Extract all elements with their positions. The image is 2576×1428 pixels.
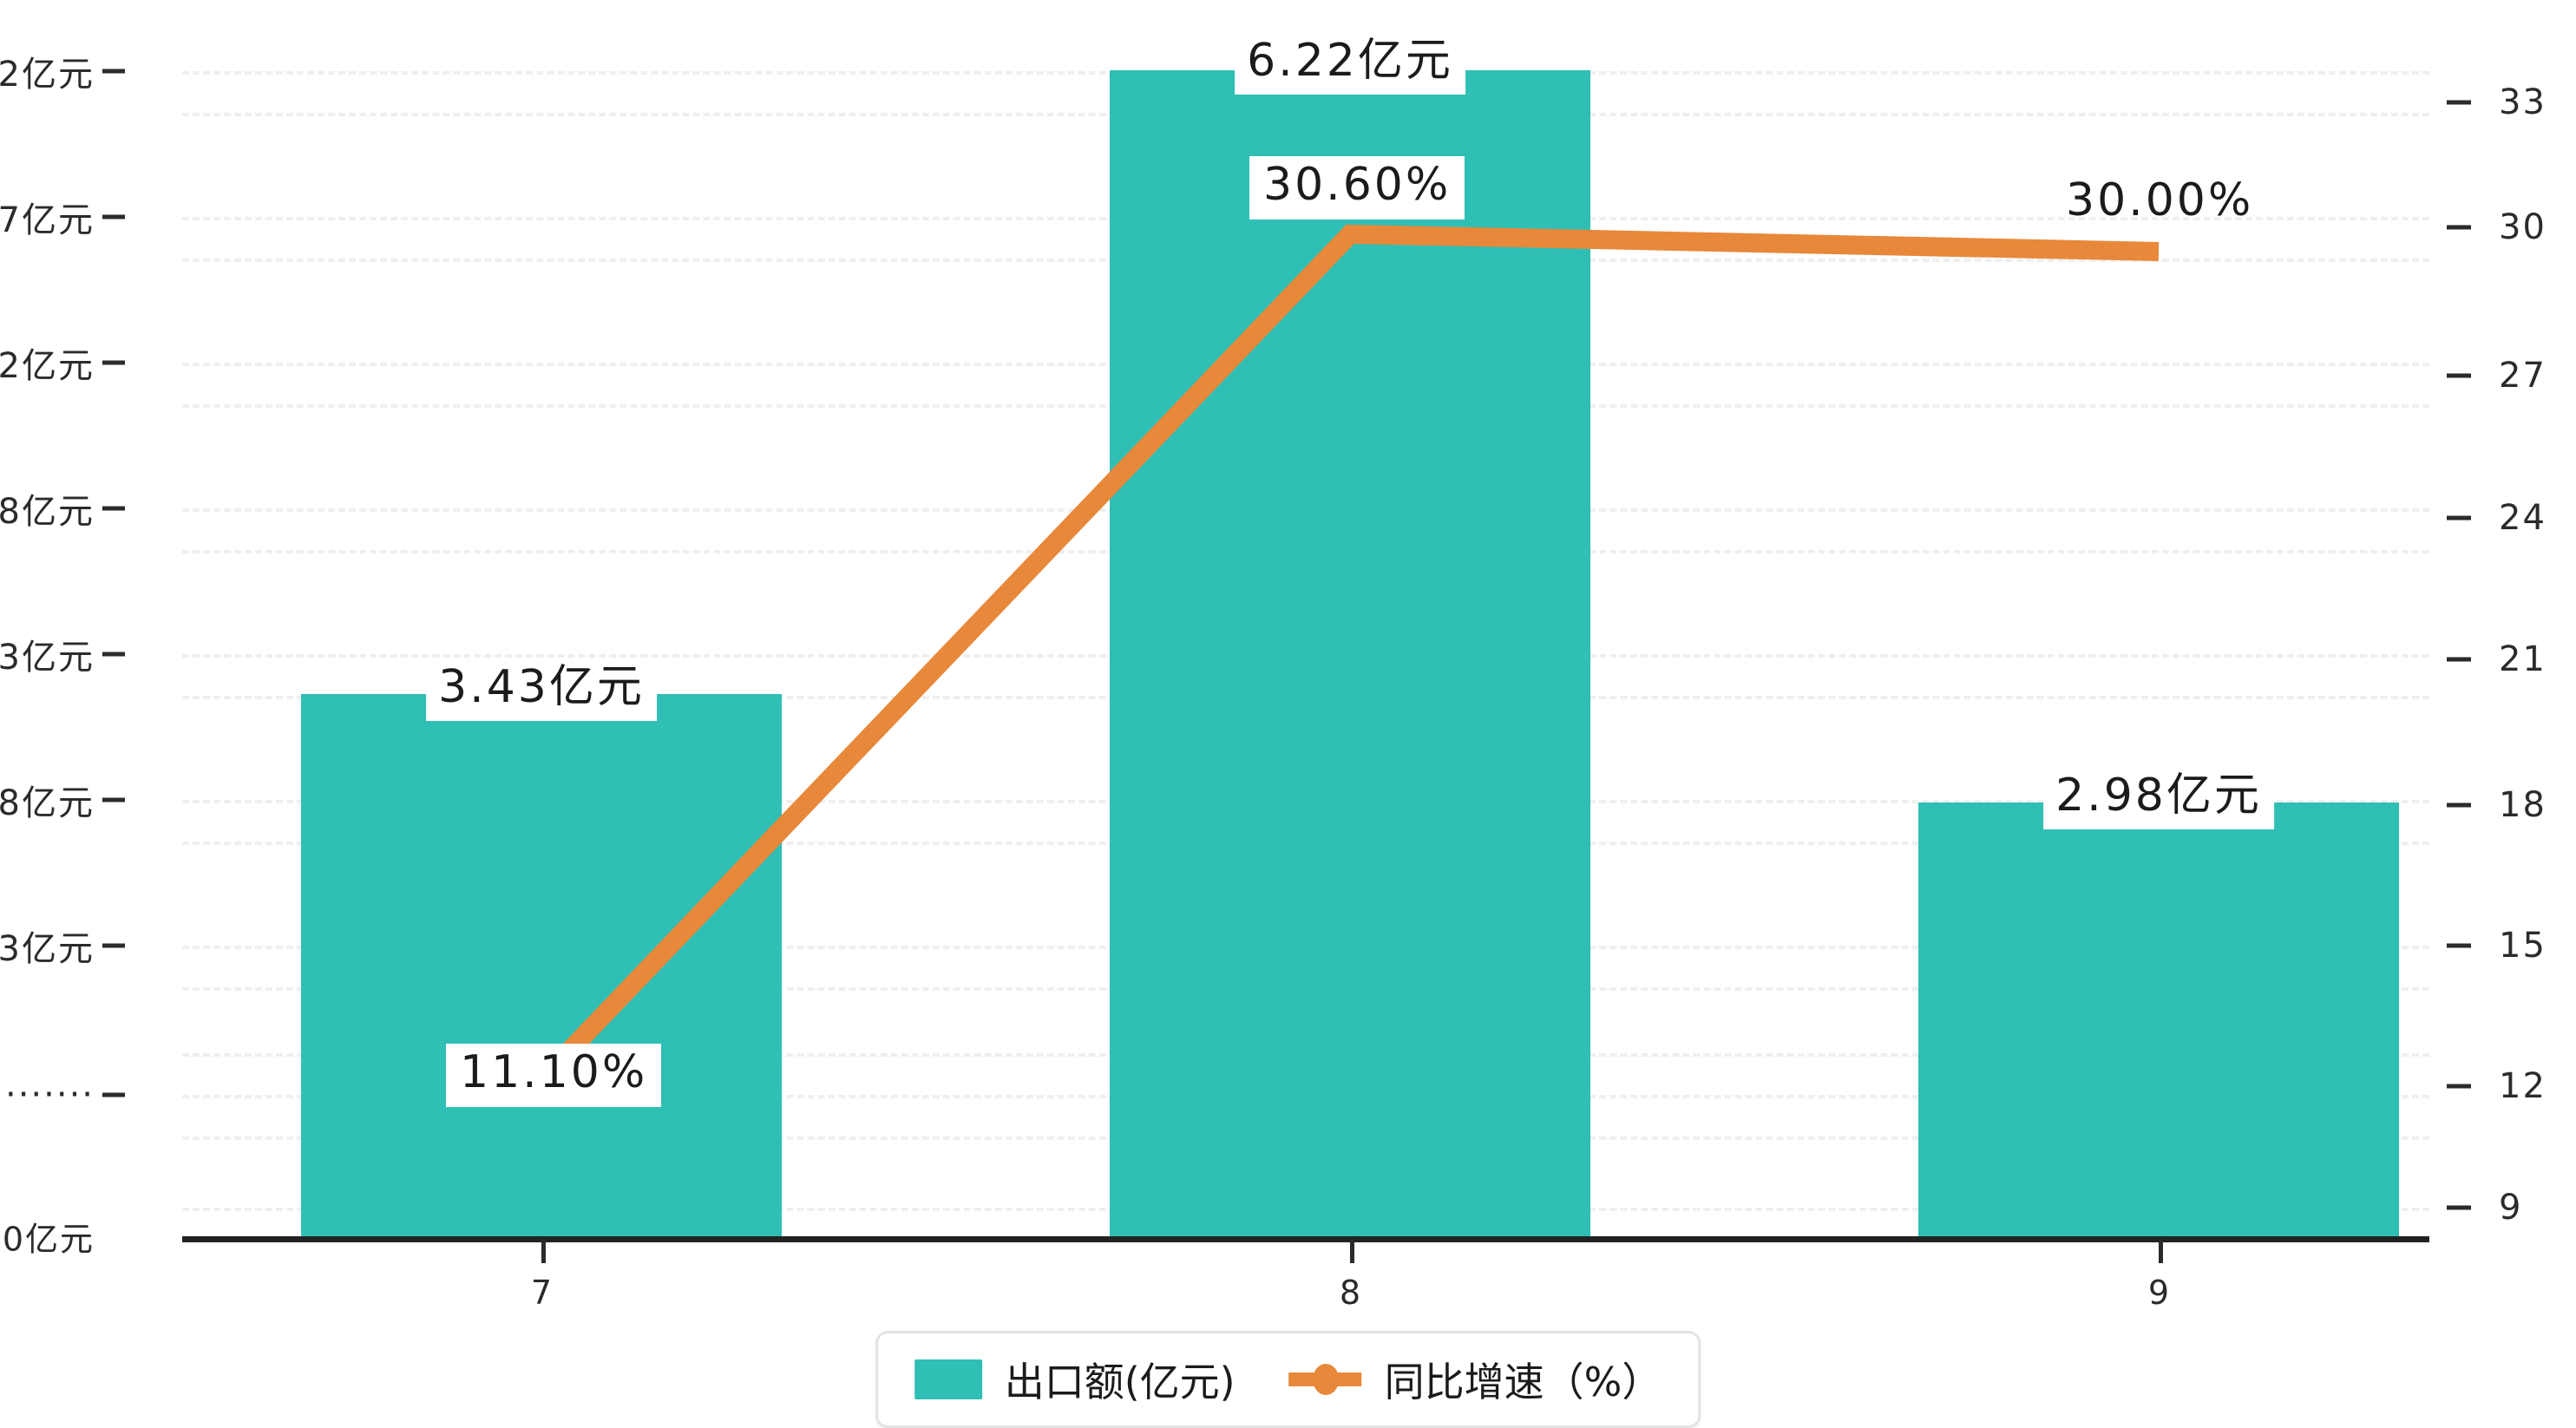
y-axis-right-tick-label: 30 bbox=[2499, 207, 2547, 247]
line-point-label: 30.60% bbox=[1249, 156, 1465, 219]
y-axis-right-tick-mark bbox=[2447, 373, 2471, 378]
x-axis-tick-mark bbox=[1350, 1239, 1354, 1263]
x-axis-baseline bbox=[182, 1236, 2429, 1242]
y-axis-left-tick-mark bbox=[102, 797, 125, 802]
y-axis-left-tick-label: 2.98亿元 bbox=[0, 783, 95, 823]
line-point-label: 30.00% bbox=[2066, 174, 2254, 226]
y-axis-left-tick-label: 6.22亿元 bbox=[0, 55, 95, 95]
y-axis-right-tick-mark bbox=[2447, 943, 2471, 948]
x-axis-tick-label: 8 bbox=[1339, 1274, 1361, 1312]
y-axis-left-tick-label: 0亿元 bbox=[2, 1220, 95, 1259]
bar-value-label: 6.22亿元 bbox=[1235, 33, 1465, 95]
y-axis-left-tick-label: 2.33亿元 bbox=[0, 929, 95, 969]
y-axis-right-tick-label: 21 bbox=[2499, 639, 2547, 679]
y-axis-right-tick-label: 27 bbox=[2499, 356, 2547, 396]
y-axis-right-tick-label: 24 bbox=[2499, 498, 2547, 538]
y-axis-right-tick-label: 33 bbox=[2499, 82, 2547, 122]
y-axis-right-tick-label: 18 bbox=[2499, 785, 2547, 825]
y-axis-right-tick-label: 9 bbox=[2499, 1188, 2523, 1228]
y-axis-left-tick-mark bbox=[102, 1092, 125, 1097]
y-axis-right-tick-mark bbox=[2447, 100, 2471, 105]
legend-item-export-amount[interactable]: 出口额(亿元) bbox=[914, 1351, 1236, 1408]
y-axis-left-tick-mark bbox=[102, 652, 125, 657]
legend-bar-swatch-icon bbox=[914, 1359, 982, 1399]
y-axis-left-tick-mark bbox=[102, 506, 125, 511]
y-axis-left-tick-mark bbox=[102, 943, 125, 948]
bar[interactable] bbox=[301, 694, 782, 1236]
y-axis-left-tick-label: ········· bbox=[0, 1075, 95, 1115]
bar-value-label: 2.98亿元 bbox=[2043, 768, 2274, 830]
chart-legend[interactable]: 出口额(亿元) 同比增速（%） bbox=[875, 1331, 1701, 1428]
y-axis-right-tick-mark bbox=[2447, 515, 2471, 521]
x-axis-tick-mark bbox=[2159, 1239, 2163, 1263]
line-point-label: 11.10% bbox=[446, 1044, 662, 1107]
y-axis-right-tick-mark bbox=[2447, 657, 2471, 662]
bar[interactable] bbox=[1110, 70, 1590, 1236]
legend-label-yoy-growth: 同比增速（%） bbox=[1384, 1359, 1662, 1405]
y-axis-left-tick-label: 4.28亿元 bbox=[0, 492, 95, 532]
y-axis-left-tick-label: 5.57亿元 bbox=[0, 200, 95, 240]
y-axis-right-tick-mark bbox=[2447, 802, 2471, 808]
y-axis-left-tick-mark bbox=[102, 214, 125, 219]
x-axis-tick-label: 7 bbox=[530, 1274, 553, 1312]
legend-item-yoy-growth[interactable]: 同比增速（%） bbox=[1288, 1351, 1662, 1408]
y-axis-right-tick-mark bbox=[2447, 1205, 2471, 1210]
bar-value-label: 3.43亿元 bbox=[426, 659, 657, 722]
y-axis-right-tick-mark bbox=[2447, 225, 2471, 230]
y-axis-right-tick-label: 12 bbox=[2499, 1066, 2547, 1106]
y-axis-right-tick-mark bbox=[2447, 1084, 2471, 1089]
y-axis-right-tick-label: 15 bbox=[2499, 926, 2547, 966]
x-axis-tick-mark bbox=[541, 1239, 546, 1263]
y-axis-left-tick-label: 4.92亿元 bbox=[0, 346, 95, 386]
y-axis-left-tick-mark bbox=[102, 69, 125, 74]
y-axis-left-tick-label: 3.63亿元 bbox=[0, 638, 95, 678]
y-axis-left-tick-mark bbox=[102, 360, 125, 365]
x-axis-tick-label: 9 bbox=[2147, 1274, 2170, 1312]
legend-label-export-amount: 出口额(亿元) bbox=[1004, 1359, 1236, 1405]
bar[interactable] bbox=[1918, 802, 2399, 1236]
legend-line-swatch-icon bbox=[1288, 1359, 1362, 1399]
